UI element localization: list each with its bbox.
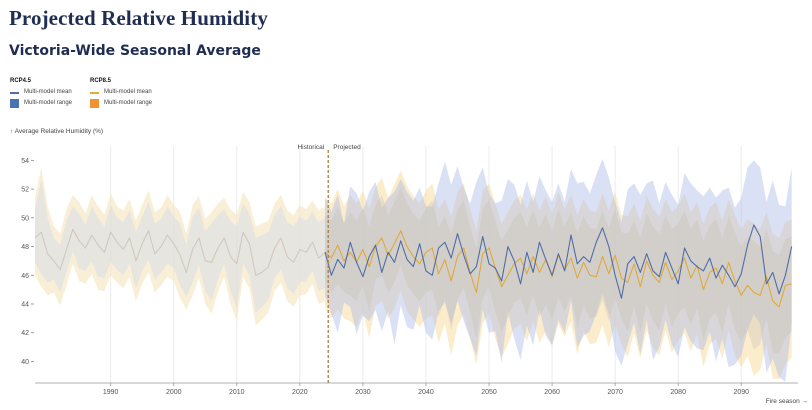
projected-label: Projected [333,144,361,151]
legend-rcp45[interactable]: RCP4.5 Multi-model mean Multi-model rang… [10,78,90,110]
axes: 40 42 44 46 48 50 52 54 1990 2000 2010 2020 2030 2040… [21,158,808,405]
page-title: Projected Relative Humidity [9,6,268,30]
y-tick-label: 42 [21,330,29,337]
legend-mean-label: Multi-model mean [104,89,152,95]
legend-heading: RCP4.5 [10,78,32,84]
legend-range-swatch [10,99,19,108]
humidity-chart[interactable]: Historical Projected 40 42 44 46 48 50 52 54 1990… [0,140,812,410]
y-tick-label: 46 [21,273,29,280]
legend-mean-entry: Multi-model mean [10,88,90,99]
y-tick-label: 54 [21,158,29,165]
x-tick-label: 2000 [166,389,182,396]
rcp85-range-band [325,170,792,379]
historical-mean-line [34,228,326,276]
historical-label: Historical [297,144,324,151]
legend-range-entry: Multi-model range [10,99,90,110]
y-axis-label: ↑ Average Relative Humidity (%) [10,128,104,135]
legend-mean-line [10,92,19,94]
y-tick-label: 40 [21,359,29,366]
page-subtitle: Victoria-Wide Seasonal Average [9,43,261,59]
x-tick-label: 2050 [481,389,497,396]
rcp45-mean-line [324,224,793,299]
x-axis-label: Fire season → [766,398,808,405]
overlap-band [325,187,792,353]
x-tick-label: 2030 [355,389,371,396]
x-tick-label: 2010 [229,389,245,396]
x-tick-label: 2040 [418,389,434,396]
legend-range-swatch [90,99,99,108]
rcp45-range-band [325,158,792,382]
x-tick-label: 1990 [103,389,119,396]
x-tick-label: 2080 [670,389,686,396]
historical-range-band [35,179,326,313]
legend-mean-entry: Multi-model mean [90,88,170,99]
legend-heading: RCP8.5 [90,78,112,84]
y-tick-label: 52 [21,187,29,194]
x-tick-label: 2060 [544,389,560,396]
legend-mean-line [90,92,99,94]
x-tick-label: 2090 [733,389,749,396]
legend-range-label: Multi-model range [24,100,73,106]
historical-divider: Historical Projected [297,144,361,383]
legend-range-label: Multi-model range [104,100,153,106]
y-tick-label: 44 [21,302,29,309]
range-bands [35,158,792,382]
legend-range-entry: Multi-model range [90,99,170,110]
mean-lines [34,224,793,308]
x-tick-label: 2020 [292,389,308,396]
y-tick-label: 50 [21,215,29,222]
x-tick-label: 2070 [607,389,623,396]
legend-mean-label: Multi-model mean [24,89,72,95]
y-tick-label: 48 [21,244,29,251]
legend-rcp85[interactable]: RCP8.5 Multi-model mean Multi-model rang… [90,78,170,110]
